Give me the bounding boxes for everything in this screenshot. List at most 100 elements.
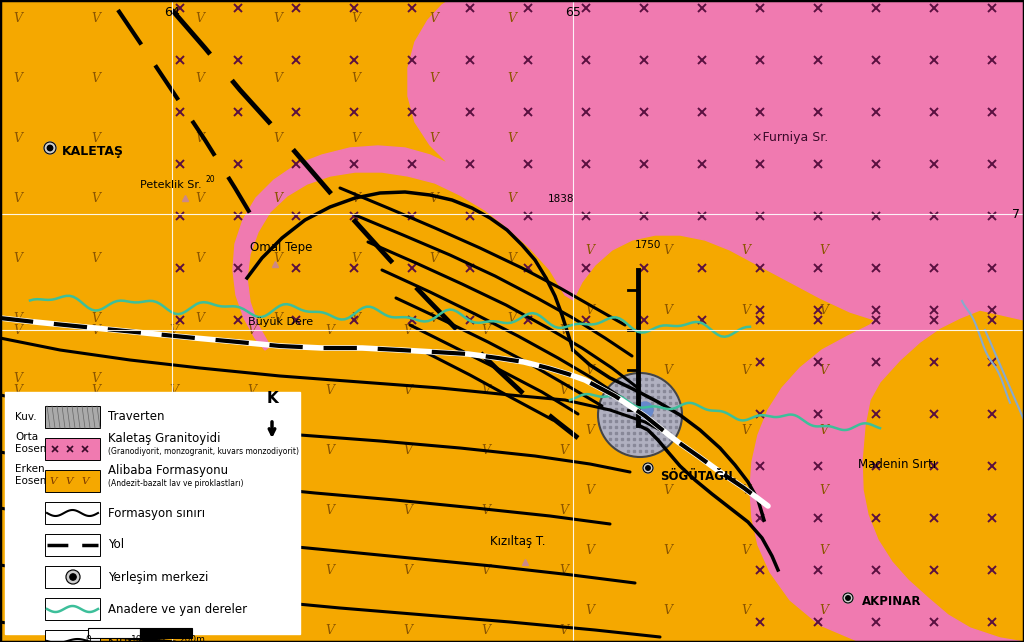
- Bar: [5, 392, 300, 634]
- Text: V: V: [559, 503, 568, 517]
- Text: V: V: [741, 544, 751, 557]
- Text: V: V: [351, 71, 360, 85]
- Text: V: V: [273, 191, 283, 205]
- Text: V: V: [559, 324, 568, 336]
- Text: Yol: Yol: [108, 539, 124, 551]
- Text: SÖĞÜTAĞIL: SÖĞÜTAĞIL: [660, 470, 736, 483]
- Circle shape: [646, 465, 650, 470]
- Text: V: V: [326, 623, 335, 636]
- Text: V: V: [429, 252, 438, 265]
- Text: V: V: [741, 243, 751, 257]
- Text: V: V: [91, 12, 100, 24]
- Text: V: V: [91, 324, 100, 336]
- Text: V: V: [664, 603, 673, 616]
- Text: V: V: [326, 324, 335, 336]
- Text: V: V: [351, 132, 360, 144]
- Text: V: V: [429, 12, 438, 24]
- Text: V: V: [429, 191, 438, 205]
- Text: V: V: [248, 444, 256, 456]
- Text: V: V: [326, 383, 335, 397]
- Text: V: V: [91, 564, 100, 577]
- Text: V: V: [248, 503, 256, 517]
- Circle shape: [47, 145, 52, 151]
- Text: V: V: [559, 564, 568, 577]
- Text: V: V: [481, 503, 490, 517]
- Text: V: V: [664, 424, 673, 437]
- Text: V: V: [351, 252, 360, 265]
- Text: V: V: [91, 252, 100, 265]
- Text: V: V: [170, 383, 178, 397]
- Text: Erken: Erken: [15, 464, 45, 474]
- Text: V: V: [508, 311, 516, 324]
- Text: V: V: [741, 603, 751, 616]
- Text: V: V: [508, 12, 516, 24]
- Text: V: V: [49, 476, 56, 485]
- Text: V: V: [664, 544, 673, 557]
- Text: V: V: [91, 383, 100, 397]
- Text: V: V: [741, 363, 751, 376]
- Text: V: V: [273, 132, 283, 144]
- Bar: [45, 630, 100, 642]
- Text: V: V: [91, 132, 100, 144]
- Text: Kuv.: Kuv.: [15, 412, 37, 422]
- Text: V: V: [326, 444, 335, 456]
- Text: Kaletaş Granitoyidi: Kaletaş Granitoyidi: [108, 432, 220, 445]
- Text: V: V: [559, 383, 568, 397]
- Text: V: V: [741, 424, 751, 437]
- Text: V: V: [508, 71, 516, 85]
- Text: V: V: [13, 492, 23, 505]
- Text: V: V: [13, 551, 23, 564]
- Text: 200m: 200m: [179, 635, 205, 642]
- Text: V: V: [819, 544, 828, 557]
- Text: V: V: [559, 444, 568, 456]
- Bar: [45, 438, 100, 460]
- Text: V: V: [13, 324, 23, 336]
- Bar: [45, 534, 100, 556]
- Circle shape: [70, 574, 76, 580]
- Text: V: V: [429, 71, 438, 85]
- Text: V: V: [664, 363, 673, 376]
- Text: 1838: 1838: [548, 194, 574, 204]
- Text: V: V: [664, 304, 673, 317]
- Text: V: V: [170, 444, 178, 456]
- Text: V: V: [559, 623, 568, 636]
- Text: V: V: [13, 132, 23, 144]
- Text: V: V: [586, 363, 595, 376]
- Bar: [45, 406, 100, 428]
- Text: V: V: [508, 252, 516, 265]
- Text: V: V: [273, 252, 283, 265]
- Text: V: V: [429, 132, 438, 144]
- Text: V: V: [819, 243, 828, 257]
- Text: V: V: [508, 191, 516, 205]
- Text: V: V: [248, 623, 256, 636]
- Text: 65: 65: [565, 6, 581, 19]
- Text: K: K: [266, 391, 278, 406]
- Text: Eosen: Eosen: [15, 476, 46, 486]
- Text: V: V: [91, 372, 100, 385]
- Text: V: V: [351, 12, 360, 24]
- Circle shape: [44, 142, 56, 154]
- Text: V: V: [91, 492, 100, 505]
- Text: V: V: [91, 551, 100, 564]
- Text: 7: 7: [1012, 207, 1020, 220]
- Text: V: V: [819, 603, 828, 616]
- Text: (Granodiyorit, monzogranit, kuvars monzodiyorit): (Granodiyorit, monzogranit, kuvars monzo…: [108, 447, 299, 456]
- Text: V: V: [351, 191, 360, 205]
- Text: Madenin Sırtı: Madenin Sırtı: [858, 458, 936, 471]
- Text: Kızıltaş T.: Kızıltaş T.: [490, 535, 546, 548]
- Text: V: V: [196, 252, 205, 265]
- Text: V: V: [326, 564, 335, 577]
- Circle shape: [66, 570, 80, 584]
- Text: V: V: [91, 611, 100, 625]
- Circle shape: [843, 593, 853, 603]
- Text: V: V: [13, 252, 23, 265]
- Text: V: V: [273, 311, 283, 324]
- Text: Büyük Dere: Büyük Dere: [248, 317, 313, 327]
- Text: V: V: [91, 71, 100, 85]
- Text: V: V: [13, 503, 23, 517]
- Text: V: V: [819, 483, 828, 496]
- Text: V: V: [741, 483, 751, 496]
- Text: V: V: [273, 71, 283, 85]
- Text: V: V: [326, 503, 335, 517]
- Text: V: V: [13, 564, 23, 577]
